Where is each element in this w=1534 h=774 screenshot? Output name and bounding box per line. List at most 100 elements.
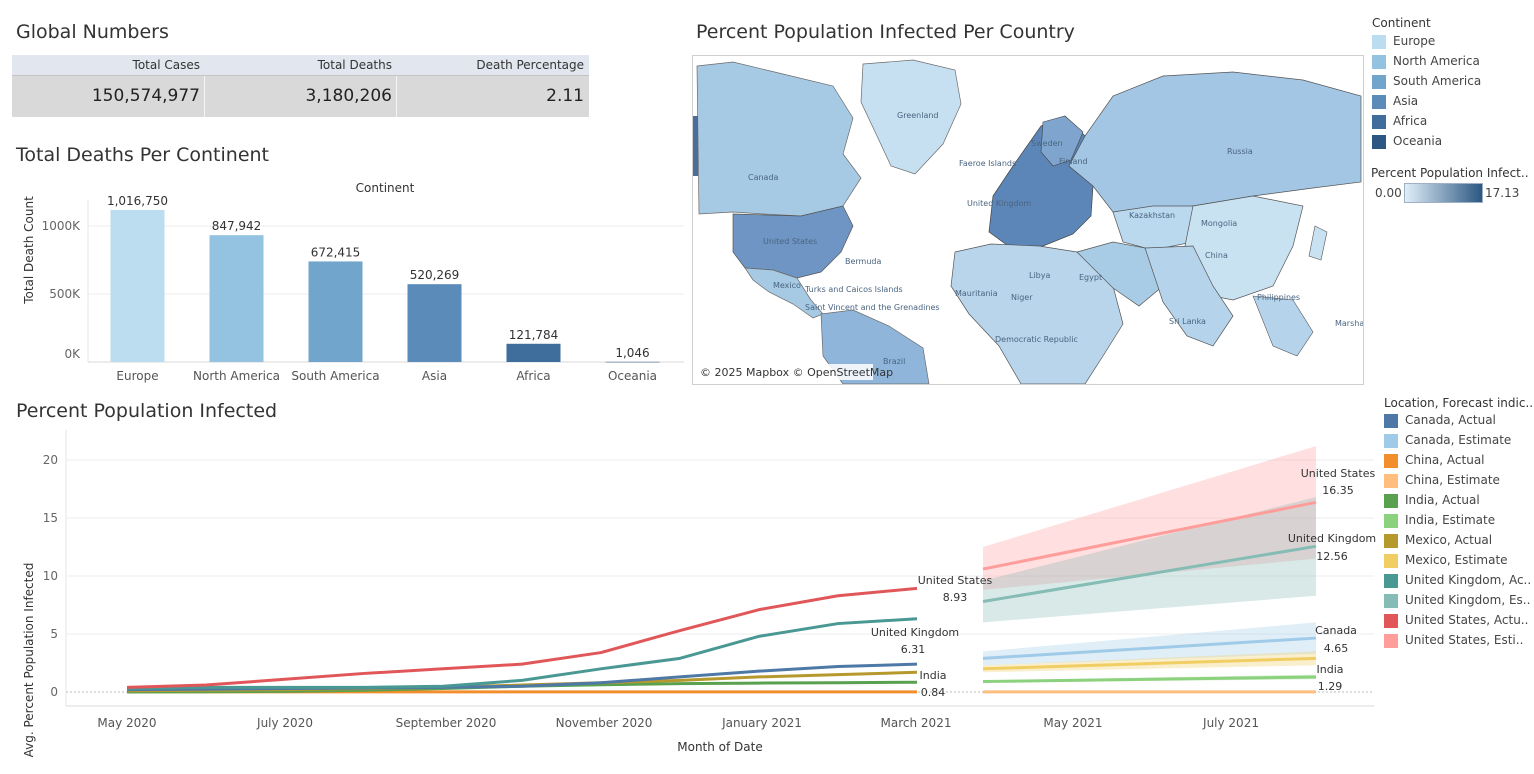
actual-line[interactable] bbox=[126, 586, 918, 689]
legend-swatch bbox=[1372, 135, 1386, 149]
forecast-legend-title: Location, Forecast indic.. bbox=[1384, 396, 1534, 410]
legend-swatch bbox=[1384, 474, 1398, 488]
russia-shape[interactable] bbox=[1068, 71, 1362, 213]
legend-swatch bbox=[1384, 574, 1398, 588]
map-label: Faeroe Islands bbox=[959, 159, 1016, 168]
legend-label: India, Estimate bbox=[1405, 513, 1496, 527]
map-label: Mongolia bbox=[1201, 219, 1237, 228]
map-label: United Kingdom bbox=[967, 199, 1031, 208]
map-attribution[interactable]: © 2025 Mapbox © OpenStreetMap bbox=[700, 366, 893, 379]
total-deaths-header: Total Deaths bbox=[317, 58, 392, 72]
map-label: United States bbox=[763, 237, 817, 246]
total-cases-header: Total Cases bbox=[132, 58, 200, 72]
x-tick-label: September 2020 bbox=[396, 716, 497, 730]
bar-value-label: 121,784 bbox=[509, 328, 559, 342]
legend-swatch bbox=[1372, 95, 1386, 109]
japan-shape[interactable] bbox=[1308, 225, 1328, 261]
estimate-line[interactable] bbox=[982, 544, 1317, 603]
map-label: Brazil bbox=[883, 357, 905, 366]
india-shape[interactable] bbox=[1144, 245, 1234, 347]
global-numbers-header-row: Total Cases Total Deaths Death Percentag… bbox=[12, 55, 589, 75]
bar[interactable] bbox=[308, 261, 363, 362]
annotation-name: United Kingdom bbox=[1288, 532, 1376, 545]
infected-lines bbox=[126, 500, 1317, 694]
estimate-line[interactable] bbox=[982, 656, 1317, 671]
x-category-label: South America bbox=[291, 369, 379, 383]
death-percentage-value[interactable]: 2.11 bbox=[546, 86, 584, 106]
bar[interactable] bbox=[605, 361, 660, 363]
map-title: Percent Population Infected Per Country bbox=[696, 21, 1075, 43]
total-cases-value[interactable]: 150,574,977 bbox=[91, 86, 200, 106]
legend-swatch bbox=[1384, 514, 1398, 528]
y-tick-label: 500K bbox=[49, 287, 81, 301]
united-states-shape[interactable] bbox=[732, 205, 854, 279]
annotation-name: United Kingdom bbox=[871, 626, 959, 639]
map-label: Mauritania bbox=[955, 289, 998, 298]
annotation-name: India bbox=[1317, 663, 1344, 676]
bar[interactable] bbox=[506, 343, 561, 362]
legend-label: United States, Esti.. bbox=[1405, 633, 1524, 647]
legend-label: Canada, Estimate bbox=[1405, 433, 1512, 447]
x-category-label: North America bbox=[193, 369, 280, 383]
bar-value-label: 672,415 bbox=[311, 245, 361, 259]
bar-value-label: 1,016,750 bbox=[107, 194, 168, 208]
map-label: Philippines bbox=[1257, 293, 1300, 302]
legend-swatch bbox=[1372, 55, 1386, 69]
x-tick-label: January 2021 bbox=[721, 716, 802, 730]
canada-shape[interactable] bbox=[696, 61, 862, 217]
annotation-name: India bbox=[920, 669, 947, 682]
annotation-value: 4.65 bbox=[1324, 642, 1349, 655]
annotation-name: United States bbox=[1301, 467, 1376, 480]
y-tick-label: 5 bbox=[50, 627, 58, 641]
mexico-shape[interactable] bbox=[744, 267, 824, 319]
estimate-line[interactable] bbox=[982, 500, 1317, 571]
map-label: Niger bbox=[1011, 293, 1033, 302]
greenland-shape[interactable] bbox=[860, 59, 962, 175]
annotation-value: 1.29 bbox=[1318, 680, 1343, 693]
continent-legend-title: Continent bbox=[1372, 16, 1431, 30]
map-label: Finland bbox=[1059, 157, 1088, 166]
y-tick-label: 0 bbox=[50, 685, 58, 699]
percent-legend-min: 0.00 bbox=[1375, 186, 1402, 200]
infected-x-axis-label: Month of Date bbox=[677, 740, 763, 754]
global-numbers-value-row: 150,574,977 3,180,206 2.11 bbox=[12, 75, 589, 117]
confidence-band bbox=[983, 446, 1316, 590]
legend-swatch bbox=[1372, 35, 1386, 49]
africa-shape[interactable] bbox=[950, 243, 1124, 384]
map-canvas[interactable]: Greenland Faeroe Islands Canada United S… bbox=[693, 56, 1363, 384]
bar[interactable] bbox=[110, 209, 165, 362]
legend-label: South America bbox=[1393, 74, 1482, 88]
y-tick-label: 10 bbox=[43, 569, 58, 583]
infected-title: Percent Population Infected bbox=[16, 400, 278, 422]
map-label: China bbox=[1205, 251, 1228, 260]
map-label: Canada bbox=[748, 173, 779, 182]
legend-swatch bbox=[1384, 594, 1398, 608]
actual-line[interactable] bbox=[126, 617, 918, 691]
map-label: Russia bbox=[1227, 147, 1253, 156]
estimate-line[interactable] bbox=[982, 636, 1317, 660]
total-deaths-value[interactable]: 3,180,206 bbox=[305, 86, 392, 106]
map-label: Marsha bbox=[1335, 319, 1363, 328]
estimate-line[interactable] bbox=[982, 675, 1317, 684]
annotation-value: 16.35 bbox=[1322, 484, 1354, 497]
legend-label: United Kingdom, Es.. bbox=[1405, 593, 1531, 607]
scandinavia-shape[interactable] bbox=[1040, 115, 1084, 167]
legend-swatch bbox=[1384, 454, 1398, 468]
map-label: Egypt bbox=[1079, 273, 1102, 282]
annotation-name: Canada bbox=[1315, 624, 1357, 637]
x-tick-label: May 2021 bbox=[1043, 716, 1102, 730]
legend-label: China, Estimate bbox=[1405, 473, 1500, 487]
bar[interactable] bbox=[407, 284, 462, 362]
legend-swatch bbox=[1372, 75, 1386, 89]
column-divider bbox=[396, 76, 397, 117]
legend-label: China, Actual bbox=[1405, 453, 1485, 467]
annotation-value: 0.84 bbox=[921, 686, 946, 699]
infected-axes: 20 15 10 5 0 May 2020 July 2020 Septembe… bbox=[43, 430, 1374, 754]
map-label: Democratic Republic bbox=[995, 335, 1078, 344]
x-category-label: Africa bbox=[516, 369, 550, 383]
bar[interactable] bbox=[209, 235, 264, 362]
percent-gradient-bar bbox=[1404, 183, 1483, 203]
map-label: Sweden bbox=[1031, 139, 1063, 148]
world-choropleth-map[interactable]: Greenland Faeroe Islands Canada United S… bbox=[692, 55, 1364, 385]
southeast-asia-shape[interactable] bbox=[1252, 295, 1314, 357]
